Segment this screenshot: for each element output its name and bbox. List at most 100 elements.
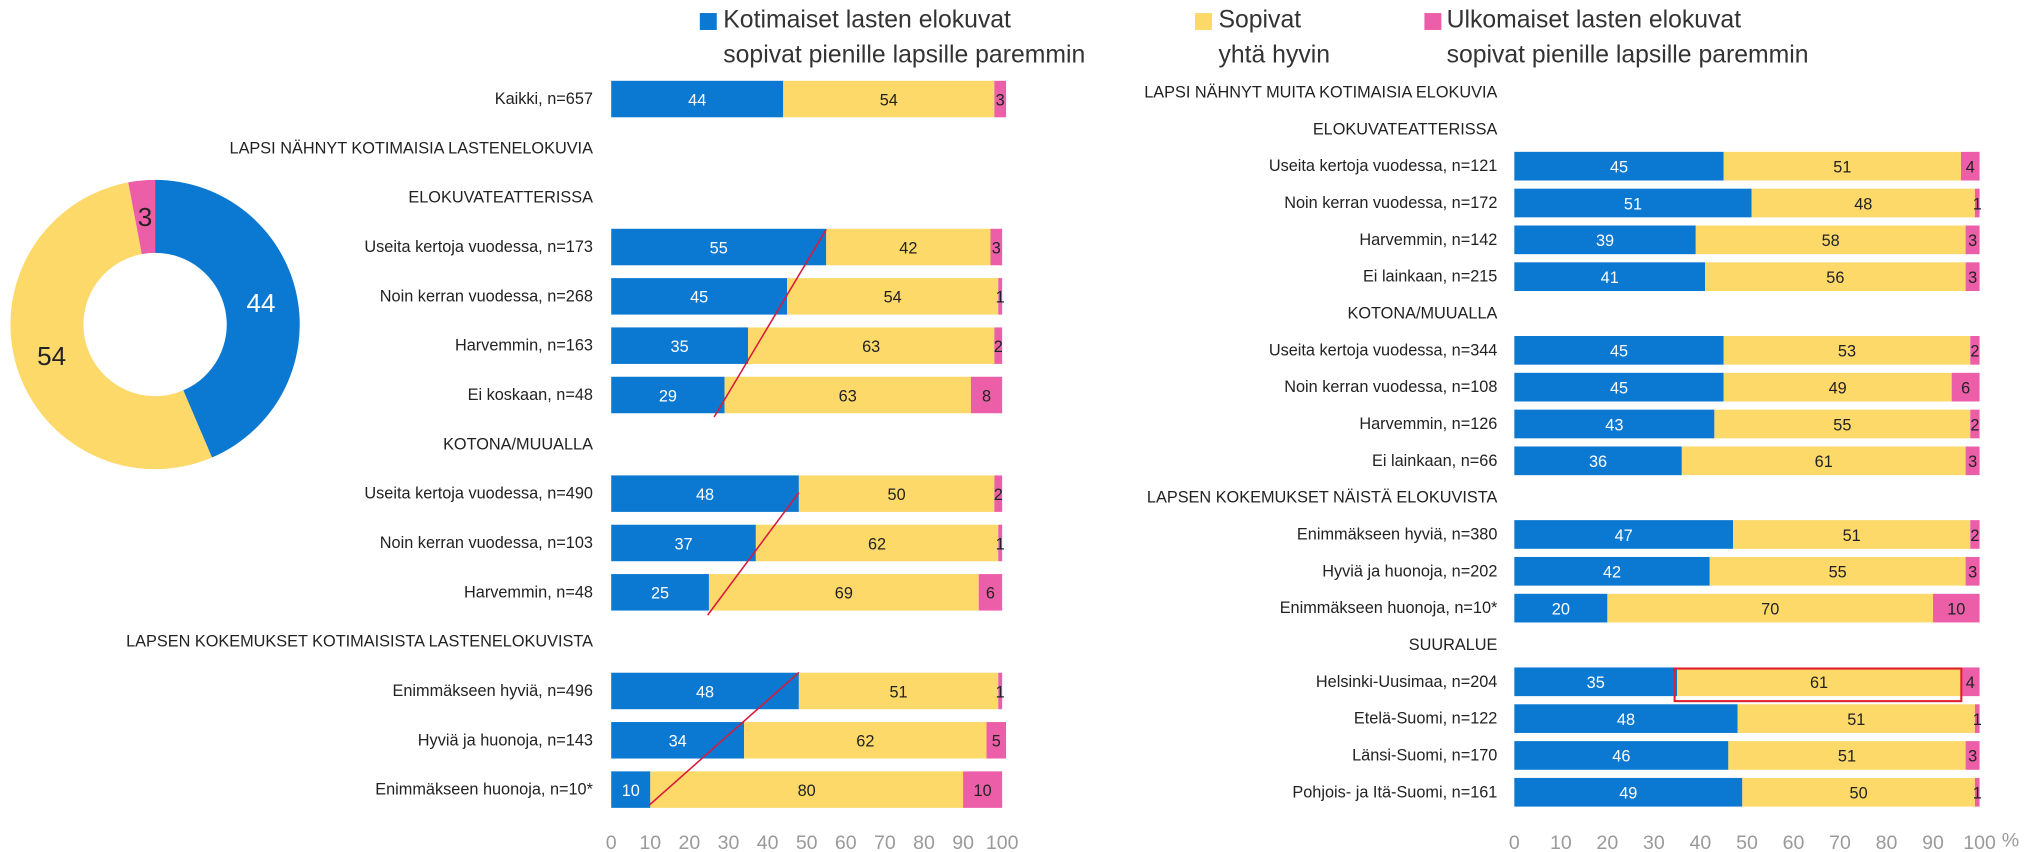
- bar-segment: [1514, 225, 1696, 255]
- bar-segment: [1514, 409, 1715, 439]
- category-label: Noin kerran vuodessa, n=172: [1284, 194, 1497, 212]
- bar-segment: [1728, 741, 1966, 770]
- category-label: Useita kertoja vuodessa, n=173: [364, 238, 593, 256]
- value-label: 43: [1605, 416, 1623, 434]
- bar-segment: [1714, 409, 1971, 439]
- value-label: 47: [1615, 527, 1633, 545]
- value-label: 69: [835, 585, 853, 603]
- bar-segment: [994, 327, 1003, 364]
- x-tick-label: 10: [1550, 832, 1572, 852]
- bar-segment: [1751, 188, 1975, 218]
- bar-segment: [783, 80, 995, 118]
- x-tick-label: 40: [1690, 832, 1712, 852]
- x-tick-label: 70: [1829, 832, 1851, 852]
- value-label: 1: [996, 289, 1005, 307]
- bar-segment: [990, 228, 1003, 266]
- bar-segment: [1677, 667, 1961, 697]
- value-label: 8: [982, 387, 991, 405]
- bar-segment: [1723, 335, 1971, 365]
- value-label: 4: [1966, 674, 1975, 692]
- value-label: 20: [1552, 600, 1570, 618]
- value-label: 80: [798, 782, 816, 800]
- category-label: LAPSEN KOKEMUKSET NÄISTÄ ELOKUVISTA: [1147, 489, 1498, 507]
- x-tick-label: 40: [757, 832, 779, 852]
- value-label: 3: [1968, 564, 1977, 582]
- x-tick-label: 60: [835, 832, 857, 852]
- value-label: 61: [1810, 674, 1828, 692]
- value-label: 34: [669, 733, 687, 751]
- category-label: ELOKUVATEATTERISSA: [408, 189, 593, 207]
- bar-segment: [1514, 151, 1724, 181]
- category-label: Enimmäkseen huonoja, n=10*: [1280, 599, 1498, 617]
- x-tick-label: 0: [1509, 832, 1520, 852]
- x-tick-label: 80: [1876, 832, 1898, 852]
- bar-segment: [1514, 667, 1678, 697]
- trend-line: [648, 671, 800, 806]
- value-label: 1: [1973, 711, 1982, 729]
- value-label: 48: [696, 486, 714, 504]
- category-label: Enimmäkseen huonoja, n=10*: [375, 781, 593, 799]
- value-label: 3: [996, 91, 1005, 109]
- bar-segment: [1514, 777, 1743, 807]
- x-tick-label: 30: [718, 832, 740, 852]
- bar-segment: [1723, 372, 1952, 402]
- bar-segment: [755, 524, 999, 562]
- bar-segment: [986, 722, 1007, 759]
- category-label: Etelä-Suomi, n=122: [1354, 710, 1497, 728]
- value-label: 29: [659, 387, 677, 405]
- category-label: Hyviä ja huonoja, n=202: [1322, 562, 1497, 580]
- donut-slice: [128, 179, 156, 255]
- x-tick-label: 10: [639, 832, 661, 852]
- value-label: 39: [1596, 232, 1614, 250]
- bar-segment: [998, 524, 1003, 562]
- value-label: 51: [1624, 195, 1642, 213]
- value-label: 25: [651, 585, 669, 603]
- value-label: 51: [1833, 158, 1851, 176]
- bar-segment: [1514, 188, 1752, 218]
- bar-segment: [1732, 520, 1971, 549]
- bar-segment: [1514, 556, 1710, 586]
- bar-segment: [1709, 556, 1966, 586]
- x-tick-label: 20: [679, 832, 701, 852]
- value-label: 46: [1612, 748, 1630, 766]
- value-label: 48: [696, 683, 714, 701]
- category-label: Harvemmin, n=142: [1359, 231, 1497, 249]
- value-label: 62: [856, 733, 874, 751]
- category-label: LAPSI NÄHNYT KOTIMAISIA LASTENELOKUVIA: [230, 139, 594, 157]
- bar-segment: [1514, 704, 1738, 733]
- x-tick-label: 0: [606, 832, 617, 852]
- bar-segment: [994, 475, 1003, 512]
- x-tick-label: 100: [1963, 832, 1996, 852]
- value-label: 1: [996, 535, 1005, 553]
- value-label: 10: [622, 782, 640, 800]
- bar-segment: [1951, 372, 1980, 402]
- bar-segment: [1965, 741, 1980, 770]
- slice-label: 44: [247, 288, 276, 318]
- category-label: Pohjois- ja Itä-Suomi, n=161: [1292, 783, 1497, 801]
- value-label: 54: [884, 289, 902, 307]
- bar-segment: [1514, 335, 1724, 365]
- value-label: 45: [1610, 343, 1628, 361]
- bar-segment: [1970, 520, 1980, 549]
- bar-segment: [611, 771, 651, 808]
- x-tick-label: 30: [1643, 832, 1665, 852]
- category-label: KOTONA/MUUALLA: [443, 435, 593, 453]
- x-tick-label: 60: [1783, 832, 1805, 852]
- bar-segment: [1965, 262, 1980, 292]
- legend-label: Ulkomaiset lasten elokuvat sopivat pieni…: [1446, 6, 1809, 70]
- donut-slice: [10, 182, 212, 470]
- category-label: Ei koskaan, n=48: [468, 386, 593, 404]
- bar-segment: [611, 524, 756, 562]
- value-label: 2: [1970, 416, 1979, 434]
- bar-segment: [1705, 262, 1966, 292]
- category-label: SUURALUE: [1409, 636, 1498, 654]
- bar-segment: [611, 672, 799, 710]
- category-label: Noin kerran vuodessa, n=103: [380, 534, 593, 552]
- x-tick-label: 90: [952, 832, 974, 852]
- bar-segment: [1514, 372, 1724, 402]
- value-label: 2: [994, 338, 1003, 356]
- bar-segment: [1970, 409, 1980, 439]
- bar-segment: [1974, 704, 1980, 733]
- x-tick-label: 50: [796, 832, 818, 852]
- bar-segment: [744, 722, 987, 759]
